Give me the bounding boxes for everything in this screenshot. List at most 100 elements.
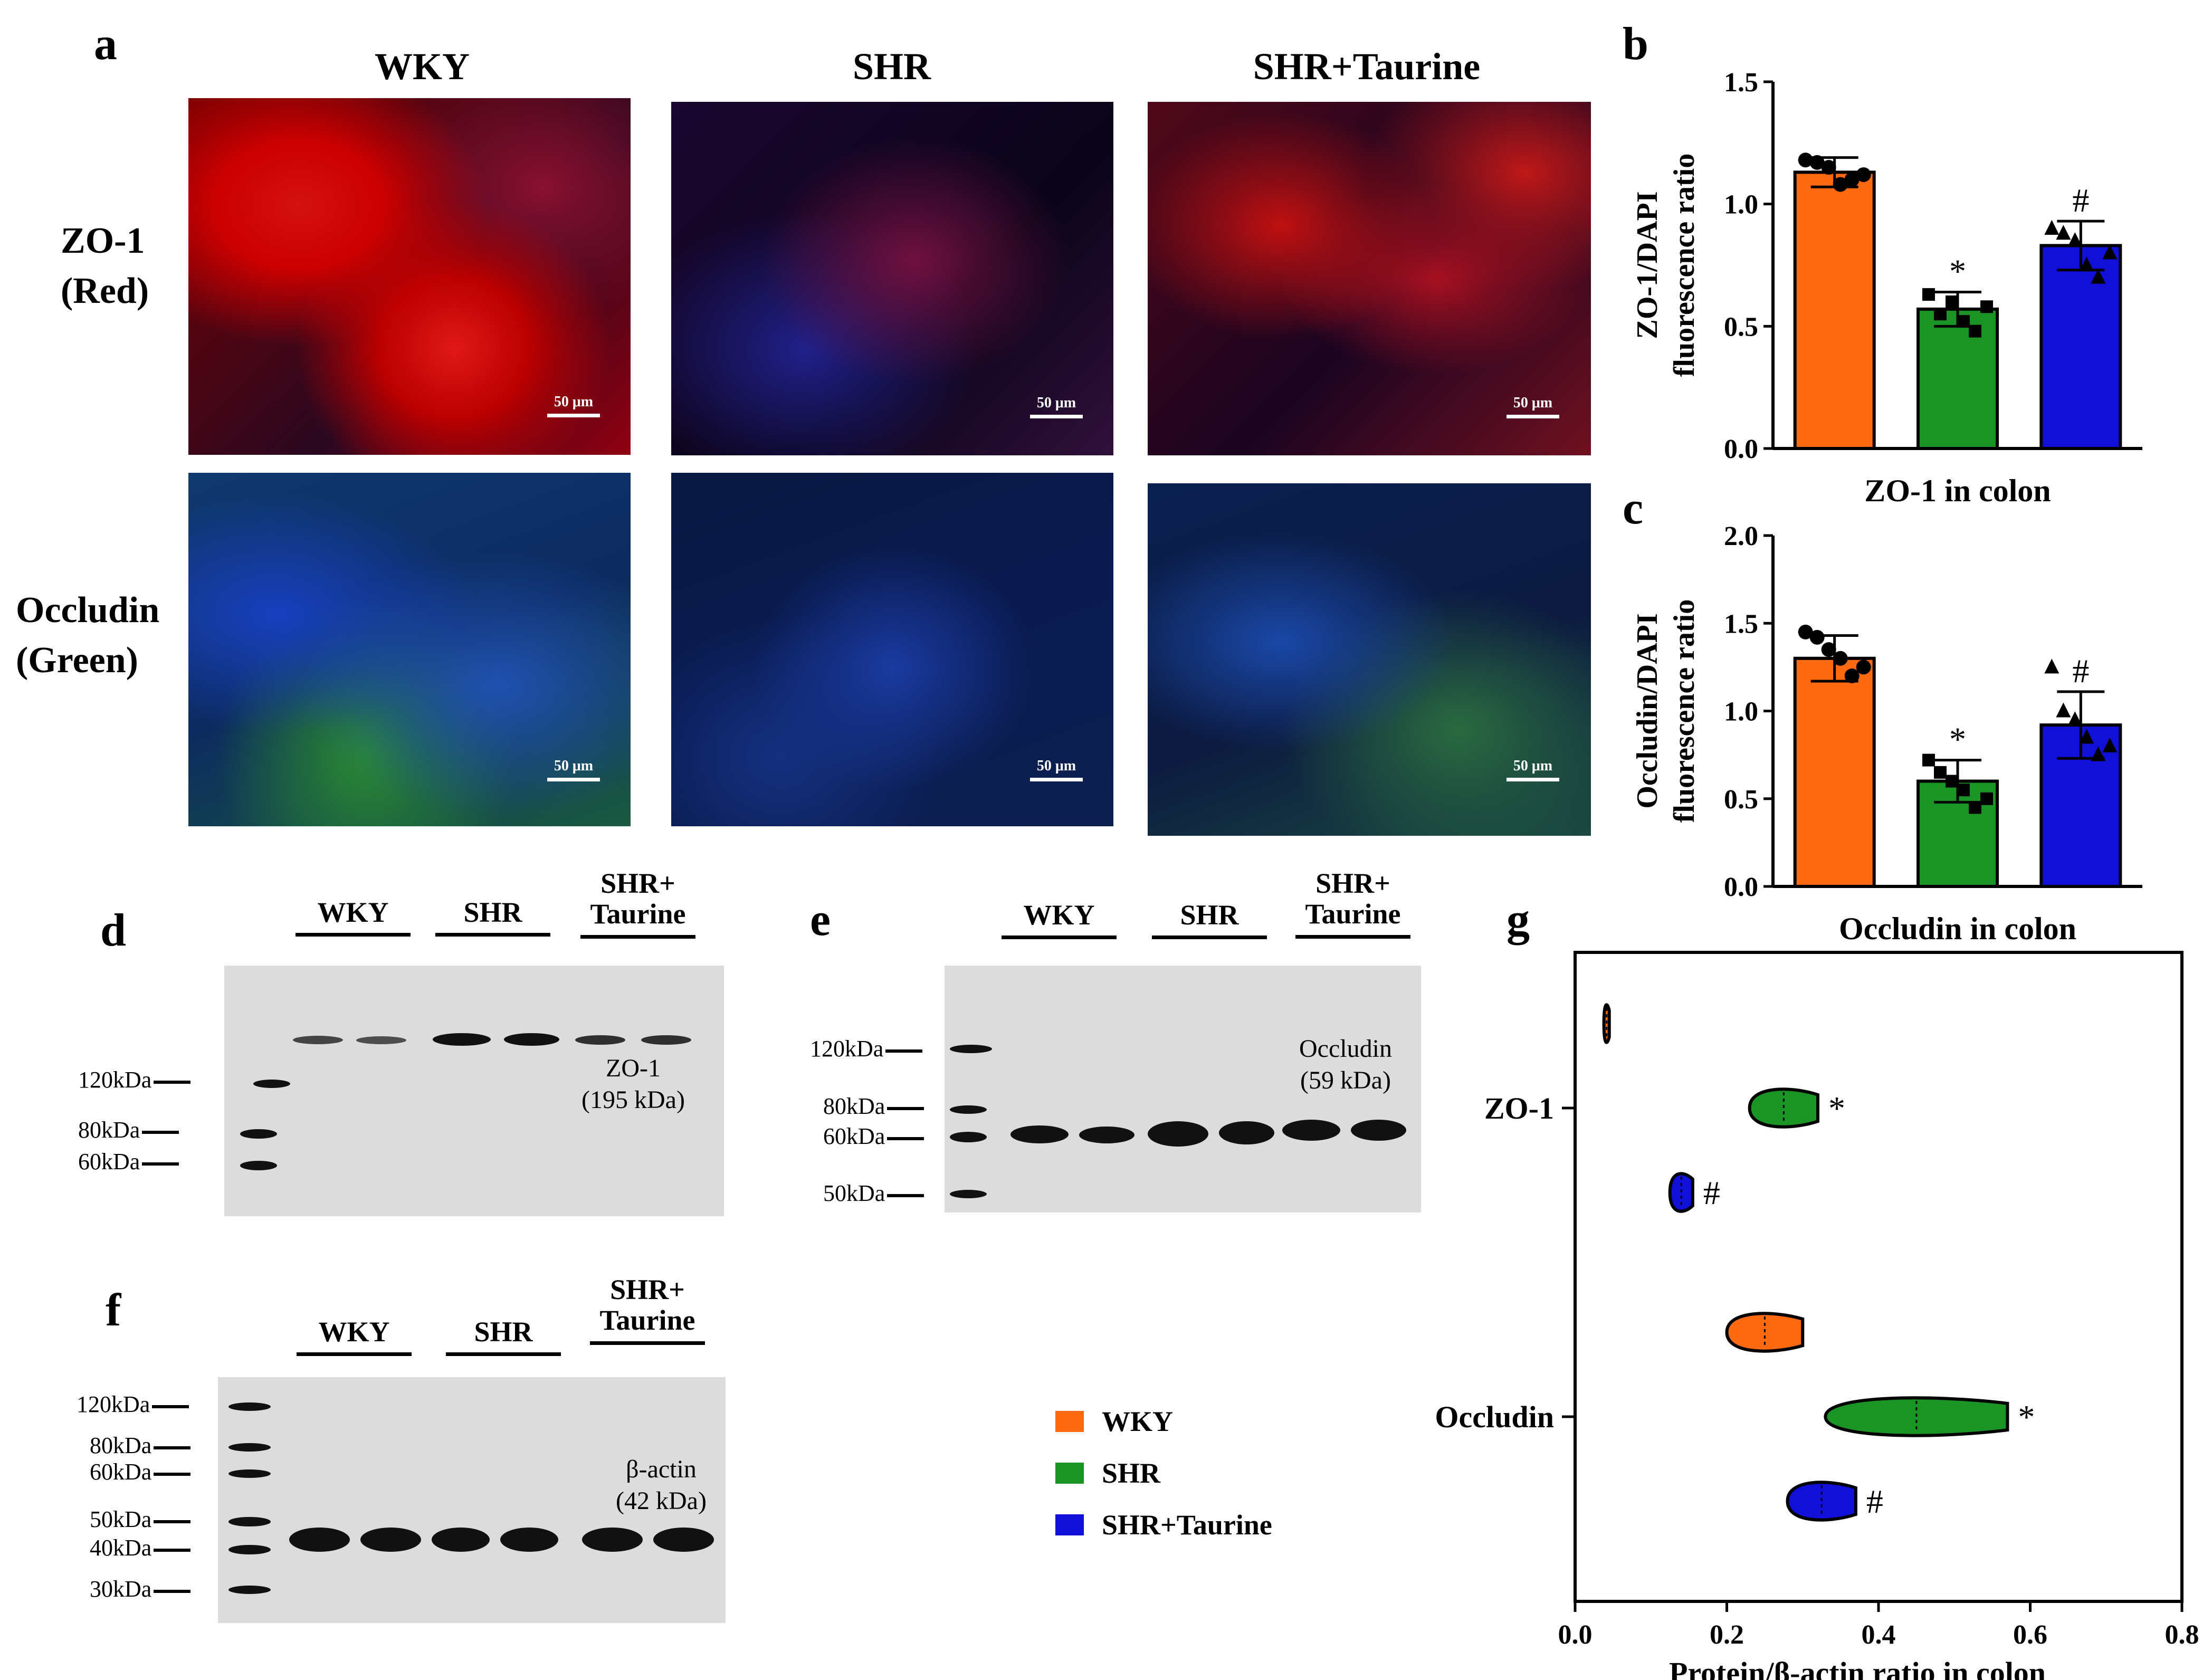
significance-mark: # bbox=[1703, 1174, 1720, 1211]
data-point bbox=[1922, 753, 1935, 767]
marker-label: 50kDa bbox=[823, 1182, 924, 1205]
x-tick-label: 0.2 bbox=[1710, 1620, 1744, 1650]
blot-f-group-shr-taurine: SHR+ Taurine bbox=[590, 1274, 705, 1345]
marker-label: 120kDa bbox=[810, 1037, 923, 1061]
legend-item-shr-taurine: SHR+Taurine bbox=[1055, 1499, 1272, 1551]
panel-label-c: c bbox=[1623, 483, 1644, 534]
panel-label-d: d bbox=[100, 905, 126, 956]
bar-chart-occludin: 0.0 0.5 1.0 1.5 2.0 Occludin/DAPI fluorescence… bbox=[1631, 521, 2142, 944]
y-tick-label: 1.0 bbox=[1724, 190, 1758, 220]
data-point bbox=[1856, 167, 1871, 183]
data-point bbox=[1980, 300, 1993, 313]
panel-label-b: b bbox=[1623, 18, 1648, 70]
legend: WKY SHR SHR+Taurine bbox=[1055, 1396, 1272, 1551]
band-label-beta-actin: β-actin (42 kDa) bbox=[616, 1455, 707, 1515]
data-point bbox=[1821, 642, 1836, 657]
significance-mark: # bbox=[2072, 652, 2089, 690]
legend-item-wky: WKY bbox=[1055, 1396, 1272, 1447]
protein-band bbox=[641, 1035, 691, 1045]
data-point bbox=[2067, 232, 2083, 247]
protein-band bbox=[433, 1033, 491, 1046]
data-point bbox=[1856, 660, 1871, 675]
ladder-band bbox=[228, 1402, 271, 1411]
x-tick-label: 0.8 bbox=[2165, 1620, 2199, 1650]
x-axis-label: Occludin in colon bbox=[1839, 911, 2076, 944]
micrograph-zo1-shr-taurine: 50 μm bbox=[1148, 102, 1591, 455]
marker-label: 120kDa bbox=[77, 1393, 189, 1416]
marker-label: 60kDa bbox=[90, 1461, 191, 1484]
data-point bbox=[1969, 324, 1981, 338]
marker-label: 30kDa bbox=[90, 1578, 191, 1601]
bar-chart-zo1: 0.0 0.5 1.0 1.5 ZO-1/DAPI fluorescence ratio Z… bbox=[1631, 68, 2142, 507]
data-point bbox=[2091, 746, 2106, 761]
data-point bbox=[1957, 784, 1970, 797]
protein-band bbox=[289, 1528, 350, 1552]
blot-e-group-shr-taurine: SHR+ Taurine bbox=[1295, 868, 1410, 939]
data-point bbox=[2079, 729, 2094, 744]
x-tick-label: 0.6 bbox=[2013, 1620, 2047, 1650]
ladder-band bbox=[950, 1045, 992, 1053]
marker-label: 40kDa bbox=[90, 1536, 191, 1560]
ladder-band bbox=[240, 1129, 277, 1139]
data-point bbox=[1833, 177, 1848, 192]
micrograph-zo1-shr: 50 μm bbox=[671, 102, 1113, 455]
micrograph-occludin-wky: 50 μm bbox=[188, 473, 631, 826]
y-tick-label: 1.5 bbox=[1724, 609, 1758, 639]
data-point bbox=[1922, 288, 1935, 301]
data-point bbox=[1969, 801, 1981, 814]
data-point bbox=[1809, 155, 1825, 170]
y-tick-label: 0.0 bbox=[1724, 872, 1758, 902]
bar bbox=[1793, 170, 1876, 450]
marker-label: 60kDa bbox=[78, 1150, 179, 1173]
significance-mark: * bbox=[1828, 1090, 1845, 1127]
band-label-occludin: Occludin (59 kDa) bbox=[1299, 1035, 1392, 1094]
x-axis-label: ZO-1 in colon bbox=[1864, 473, 2051, 507]
data-point bbox=[2102, 738, 2118, 752]
x-tick-label: 0.0 bbox=[1558, 1620, 1593, 1650]
data-point bbox=[2091, 269, 2106, 284]
row-label-zo1: ZO-1 (Red) bbox=[61, 221, 149, 311]
ladder-band bbox=[240, 1161, 277, 1170]
y-tick-label: 0.5 bbox=[1724, 312, 1758, 342]
data-point bbox=[1833, 651, 1848, 666]
protein-band bbox=[356, 1036, 406, 1044]
y-axis-label: ZO-1/DAPI bbox=[1631, 192, 1664, 339]
y-tick-label: 2.0 bbox=[1724, 521, 1758, 551]
marker-label: 80kDa bbox=[78, 1119, 179, 1142]
blot-f-group-wky: WKY bbox=[297, 1316, 412, 1357]
data-point bbox=[1844, 669, 1860, 683]
protein-band bbox=[500, 1528, 558, 1552]
y-axis-label: fluorescence ratio bbox=[1668, 599, 1701, 823]
scale-bar: 50 μm bbox=[547, 758, 600, 781]
protein-band bbox=[653, 1528, 714, 1552]
scale-bar: 50 μm bbox=[1030, 758, 1083, 781]
ladder-band bbox=[228, 1545, 271, 1554]
y-tick-label: 1.5 bbox=[1724, 68, 1758, 98]
significance-mark: * bbox=[2018, 1398, 2035, 1436]
ladder-band bbox=[228, 1469, 271, 1478]
panel-label-g: g bbox=[1507, 894, 1530, 946]
ladder-band bbox=[950, 1132, 987, 1142]
data-point bbox=[1798, 624, 1813, 639]
protein-band bbox=[293, 1036, 343, 1044]
col-title-shr: SHR bbox=[852, 45, 931, 88]
panel-label-e: e bbox=[810, 894, 831, 946]
x-tick-label: 0.4 bbox=[1862, 1620, 1896, 1650]
ladder-band bbox=[228, 1443, 271, 1452]
protein-band bbox=[1219, 1121, 1274, 1144]
data-point bbox=[1946, 295, 1958, 308]
micrograph-occludin-shr: 50 μm bbox=[671, 473, 1113, 826]
panel-label-a: a bbox=[94, 18, 117, 70]
blot-e-group-shr: SHR bbox=[1152, 900, 1267, 940]
data-point bbox=[2044, 658, 2060, 674]
micrograph-occludin-shr-taurine: 50 μm bbox=[1148, 483, 1591, 836]
protein-band bbox=[575, 1035, 625, 1045]
blot-f-group-shr: SHR bbox=[446, 1316, 561, 1357]
protein-band bbox=[1148, 1121, 1208, 1147]
blot-d-group-shr: SHR bbox=[435, 897, 550, 937]
y-tick-label: 0.0 bbox=[1724, 434, 1758, 464]
ladder-band bbox=[950, 1105, 987, 1114]
x-axis-label: Protein/β-actin ratio in colon bbox=[1669, 1656, 2046, 1680]
scale-bar: 50 μm bbox=[1507, 395, 1559, 418]
